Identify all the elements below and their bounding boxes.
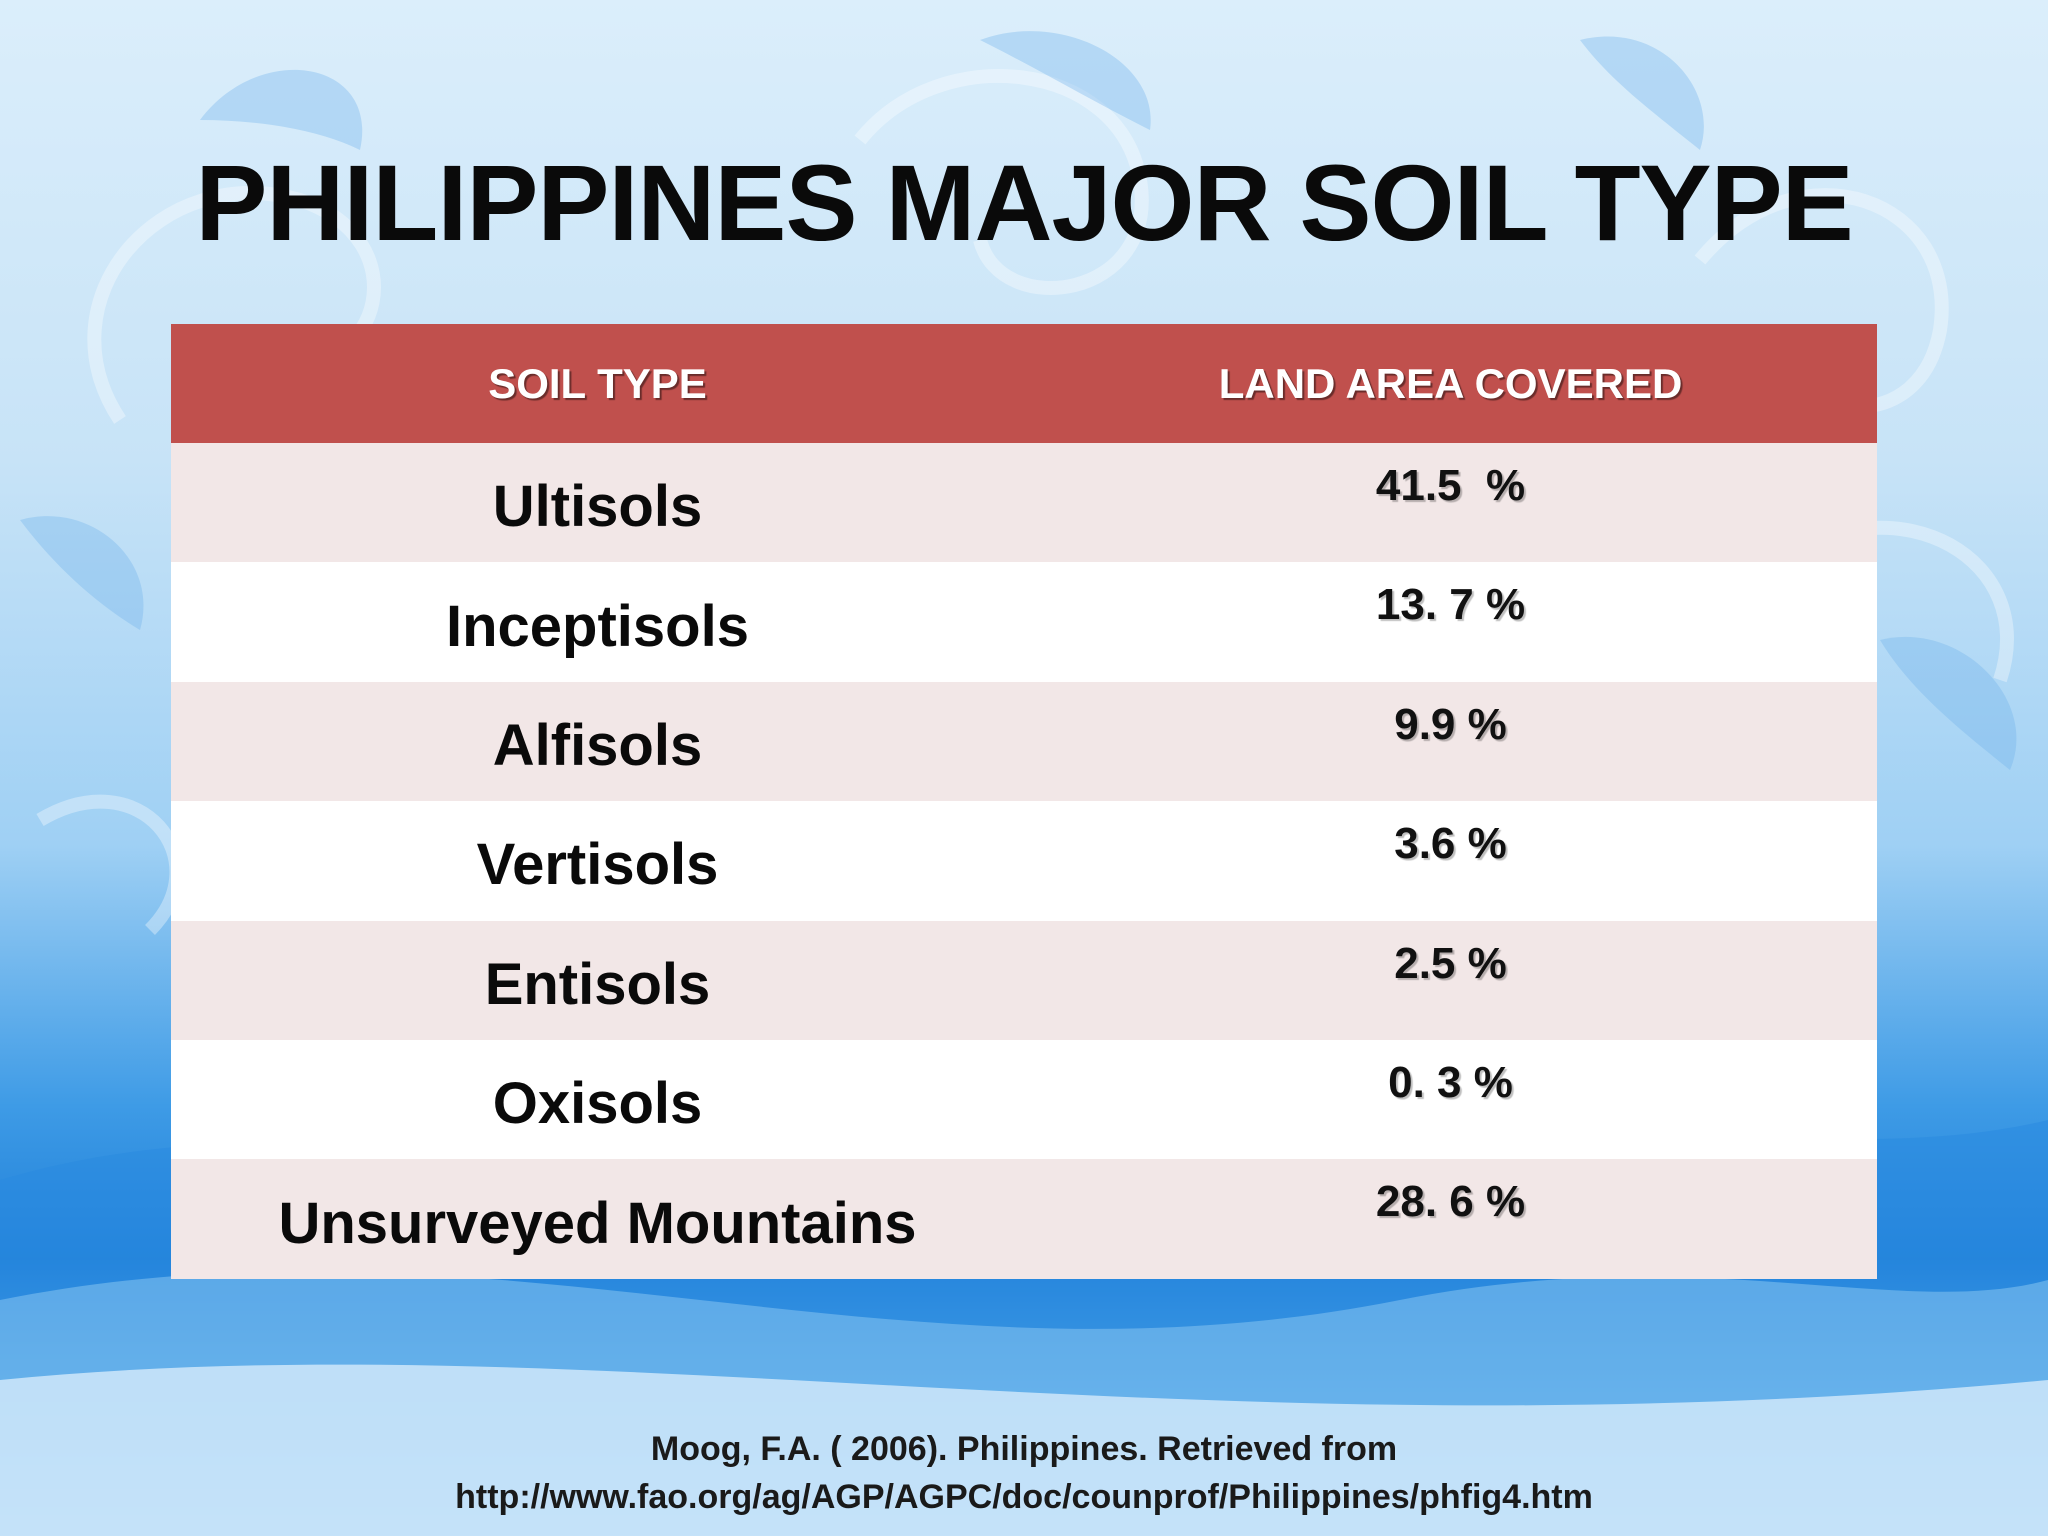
land-area-value: 41.5 % bbox=[1375, 461, 1526, 510]
soil-name: Unsurveyed Mountains bbox=[278, 1190, 917, 1256]
soil-name: Vertisols bbox=[476, 832, 719, 898]
land-area-value: 3.6 % bbox=[1394, 819, 1507, 869]
table-header: SOIL TYPE LAND AREA COVERED bbox=[171, 324, 1877, 443]
soil-name: Ultisols bbox=[492, 474, 703, 540]
table-row: Oxisols 0. 3 % bbox=[171, 1039, 1877, 1160]
table-row: Vertisols 3.6 % bbox=[171, 801, 1877, 921]
soil-name: Alfisols bbox=[492, 712, 703, 778]
citation-url: http://www.fao.org/ag/AGP/AGPC/doc/counp… bbox=[455, 1478, 1593, 1516]
land-area-value: 28. 6 % bbox=[1375, 1177, 1526, 1227]
table-row: Entisols 2.5 % bbox=[171, 920, 1877, 1040]
land-area-value: 9.9 % bbox=[1394, 699, 1507, 749]
header-soil-type: SOIL TYPE bbox=[488, 359, 707, 407]
table-row: Ultisols 41.5 % bbox=[171, 443, 1877, 563]
citation-line-1: Moog, F.A. ( 2006). Philippines. Retriev… bbox=[650, 1430, 1398, 1468]
soil-table: SOIL TYPE LAND AREA COVERED Ultisols 41.… bbox=[171, 324, 1877, 1279]
table-row: Inceptisols 13. 7 % bbox=[171, 562, 1877, 682]
table-row: Unsurveyed Mountains 28. 6 % bbox=[171, 1159, 1877, 1279]
land-area-value: 0. 3 % bbox=[1388, 1057, 1513, 1107]
soil-name: Entisols bbox=[484, 951, 711, 1017]
land-area-value: 2.5 % bbox=[1394, 938, 1507, 988]
table-row: Alfisols 9.9 % bbox=[171, 681, 1877, 802]
header-land-area: LAND AREA COVERED bbox=[1218, 359, 1683, 407]
soil-name: Oxisols bbox=[492, 1071, 703, 1137]
land-area-value: 13. 7 % bbox=[1375, 580, 1526, 630]
slide-title: PHILIPPINES MAJOR SOIL TYPE bbox=[195, 142, 1853, 263]
citation: Moog, F.A. ( 2006). Philippines. Retriev… bbox=[0, 1425, 2048, 1521]
soil-name: Inceptisols bbox=[446, 593, 749, 659]
